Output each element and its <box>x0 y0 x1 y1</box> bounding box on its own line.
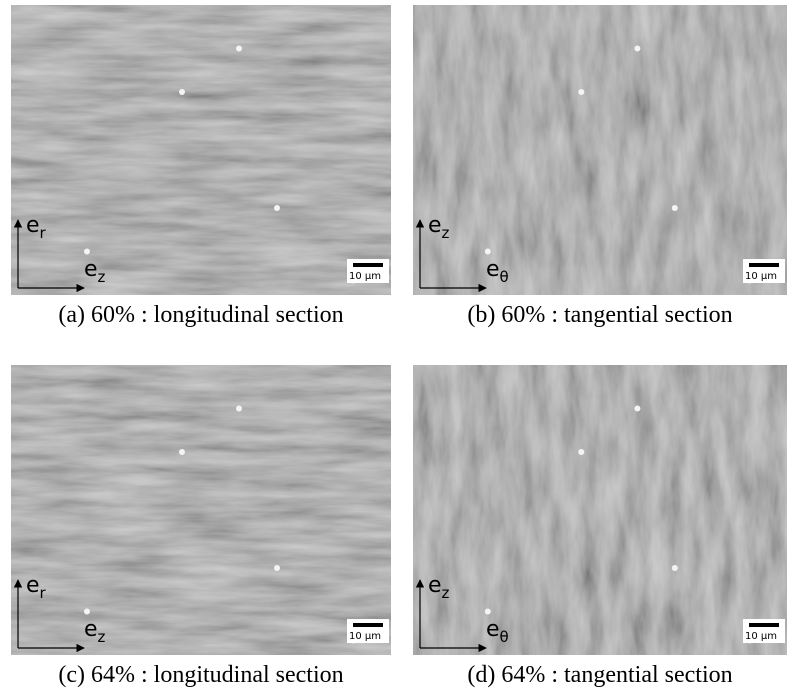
particle <box>179 449 185 455</box>
scale-bar <box>353 623 383 627</box>
particle <box>84 248 90 255</box>
particle <box>84 608 90 615</box>
particle <box>634 405 641 412</box>
axis-label: ez <box>84 617 106 646</box>
axis-letter: e <box>84 617 98 642</box>
axis-letter: e <box>26 213 40 238</box>
particle <box>578 449 585 455</box>
scale-label: 10 µm <box>349 271 381 282</box>
axis-subscript: z <box>442 584 450 602</box>
particle <box>236 405 242 412</box>
scale-bar <box>353 263 383 267</box>
axis-letter: e <box>428 213 442 238</box>
scale-bar <box>749 623 779 627</box>
particle <box>484 608 491 615</box>
particle <box>671 205 678 211</box>
caption: (c) 64% : longitudinal section <box>58 662 343 688</box>
axis-letter: e <box>26 573 40 598</box>
scale-label: 10 µm <box>745 631 777 642</box>
axis-label: er <box>26 573 47 602</box>
micrograph-texture <box>11 5 391 295</box>
axis-subscript: z <box>98 268 106 286</box>
axis-subscript: θ <box>500 268 509 286</box>
particle <box>274 205 280 211</box>
axis-label: ez <box>428 213 450 242</box>
scale-label: 10 µm <box>349 631 381 642</box>
particle <box>179 89 185 95</box>
micrograph-texture <box>413 365 787 655</box>
axis-subscript: r <box>40 584 47 602</box>
axis-label: ez <box>428 573 450 602</box>
scale-label: 10 µm <box>745 271 777 282</box>
micrograph-texture <box>11 365 391 655</box>
axis-label: eθ <box>486 617 509 646</box>
axis-subscript: θ <box>500 628 509 646</box>
particle <box>274 565 280 571</box>
axis-letter: e <box>84 257 98 282</box>
particle <box>634 45 641 52</box>
axis-subscript: r <box>40 224 47 242</box>
particle <box>671 565 678 571</box>
particle <box>484 248 491 255</box>
caption: (a) 60% : longitudinal section <box>58 302 343 328</box>
caption: (d) 64% : tangential section <box>467 662 732 688</box>
axis-subscript: z <box>98 628 106 646</box>
caption: (b) 60% : tangential section <box>467 302 732 328</box>
scale-bar <box>749 263 779 267</box>
axis-letter: e <box>428 573 442 598</box>
particle <box>236 45 242 52</box>
axis-label: er <box>26 213 47 242</box>
axis-subscript: z <box>442 224 450 242</box>
particle <box>578 89 585 95</box>
axis-letter: e <box>486 617 500 642</box>
axis-label: eθ <box>486 257 509 286</box>
micrograph-texture <box>413 5 787 295</box>
axis-label: ez <box>84 257 106 286</box>
axis-letter: e <box>486 257 500 282</box>
